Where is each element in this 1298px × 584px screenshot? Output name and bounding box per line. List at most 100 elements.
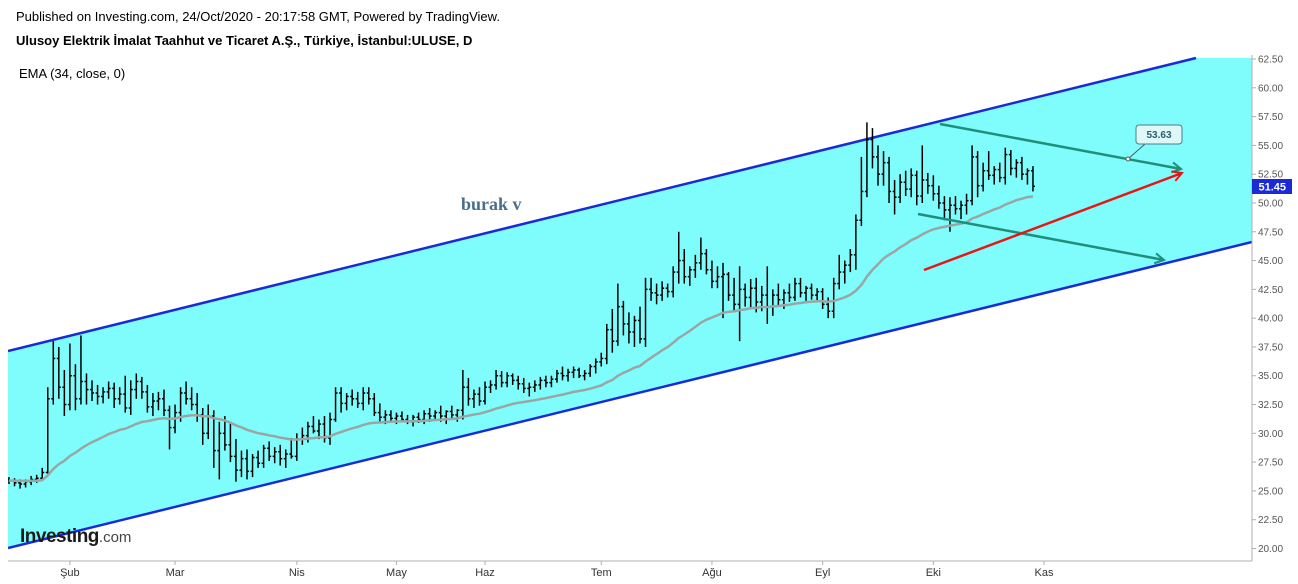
ohlc-bar	[599, 352, 604, 367]
ohlc-bar	[40, 467, 45, 481]
ema-indicator-label[interactable]: EMA (34, close, 0)	[19, 66, 126, 81]
ohlc-bar	[211, 410, 216, 468]
ohlc-bar	[920, 145, 925, 203]
ohlc-bar	[566, 368, 571, 382]
published-info: Published on Investing.com, 24/Oct/2020 …	[16, 9, 500, 24]
ohlc-bar	[577, 367, 582, 379]
ohlc-bar	[78, 335, 83, 405]
y-tick-label: 37.50	[1258, 342, 1283, 353]
ohlc-bar	[654, 283, 659, 305]
y-tick-label: 60.00	[1258, 83, 1283, 94]
ohlc-bar	[831, 277, 836, 319]
y-tick-label: 57.50	[1258, 112, 1283, 123]
green-arrow-upper[interactable]	[939, 122, 1181, 169]
ohlc-bar	[388, 410, 393, 422]
ohlc-bar	[560, 366, 565, 381]
ohlc-bar	[84, 373, 89, 405]
ohlc-bar	[593, 358, 598, 374]
ohlc-bar	[156, 391, 161, 411]
ohlc-bar	[621, 300, 626, 336]
ohlc-bar	[815, 288, 820, 303]
ohlc-bar	[466, 378, 471, 406]
instrument-title: Ulusoy Elektrik İmalat Taahhut ve Ticare…	[16, 33, 473, 48]
y-tick-label: 20.00	[1258, 544, 1283, 555]
ohlc-bar	[964, 193, 969, 215]
x-tick-label: May	[386, 567, 407, 579]
y-tick-label: 42.50	[1258, 285, 1283, 296]
ohlc-bar	[267, 441, 272, 461]
x-tick-label: Nis	[289, 567, 305, 579]
ohlc-bar	[925, 173, 930, 194]
ohlc-bar	[887, 156, 892, 203]
annotation-text[interactable]: burak v	[461, 194, 522, 214]
ohlc-bar	[604, 323, 609, 365]
x-tick-label: Eki	[926, 567, 941, 579]
ohlc-bar	[787, 283, 792, 303]
ohlc-bar	[1003, 147, 1008, 185]
ohlc-bar	[538, 376, 543, 390]
ohlc-bar	[189, 387, 194, 411]
ohlc-bar	[311, 416, 316, 434]
y-tick-label: 30.00	[1258, 429, 1283, 440]
price-callout[interactable]: 53.63	[1125, 124, 1183, 162]
ohlc-bar	[145, 384, 150, 413]
ohlc-bar	[73, 364, 78, 411]
x-axis-ticks: Şub Mar Nis May Haz Tem Ağu Eyl Eki Kas	[60, 561, 1054, 579]
y-tick-label: 55.00	[1258, 141, 1283, 152]
ohlc-bar	[527, 382, 532, 397]
ohlc-bar	[709, 260, 714, 289]
ohlc-bar	[161, 389, 166, 417]
green-arrow-lower[interactable]	[917, 212, 1164, 260]
y-tick-label: 47.50	[1258, 227, 1283, 238]
ohlc-bar	[715, 266, 720, 289]
ohlc-bar	[743, 283, 748, 307]
y-tick-label: 25.00	[1258, 486, 1283, 497]
ohlc-bar	[184, 381, 189, 405]
ohlc-bar	[377, 403, 382, 422]
red-arrow[interactable]	[923, 173, 1182, 272]
ohlc-bar	[588, 364, 593, 377]
ohlc-bar	[339, 387, 344, 413]
ohlc-bar	[106, 381, 111, 399]
ohlc-bar	[626, 312, 631, 344]
x-tick-label: Şub	[60, 567, 80, 579]
ohlc-bar	[95, 384, 100, 405]
ohlc-bar	[433, 410, 438, 420]
ohlc-bar	[981, 162, 986, 192]
ohlc-bar	[1030, 166, 1035, 192]
ohlc-bar	[682, 249, 687, 284]
ohlc-bar	[704, 249, 709, 275]
ohlc-bar	[350, 389, 355, 406]
ohlc-bar	[748, 278, 753, 309]
ohlc-bar	[344, 393, 349, 411]
ohlc-bar	[289, 437, 294, 459]
ohlc-bar	[167, 405, 172, 450]
price-bars	[8, 122, 1035, 489]
ohlc-bar	[543, 375, 548, 388]
ohlc-bar	[316, 419, 321, 440]
ohlc-bar	[864, 122, 869, 198]
ohlc-bar	[123, 375, 128, 413]
last-price-badge: 51.45	[1252, 179, 1292, 194]
ohlc-bar	[986, 151, 991, 180]
ohlc-bar	[1014, 159, 1019, 178]
ohlc-bar	[483, 381, 488, 405]
ohlc-bar	[549, 375, 554, 388]
ohlc-bar	[361, 387, 366, 411]
ohlc-bar	[726, 272, 731, 301]
ohlc-bar	[914, 170, 919, 206]
ohlc-bar	[90, 380, 95, 402]
ohlc-bar	[494, 369, 499, 390]
ohlc-bar	[721, 262, 726, 319]
ohlc-bar	[953, 196, 958, 215]
ohlc-bar	[942, 196, 947, 221]
ohlc-bar	[278, 444, 283, 466]
x-tick-label: Haz	[475, 567, 495, 579]
ohlc-bar	[261, 444, 266, 468]
ohlc-bar	[372, 393, 377, 417]
channel-upper-line[interactable]	[8, 56, 1197, 353]
channel-lower-line[interactable]	[8, 240, 1252, 550]
ohlc-bar	[615, 283, 620, 346]
ohlc-bar	[909, 168, 914, 198]
